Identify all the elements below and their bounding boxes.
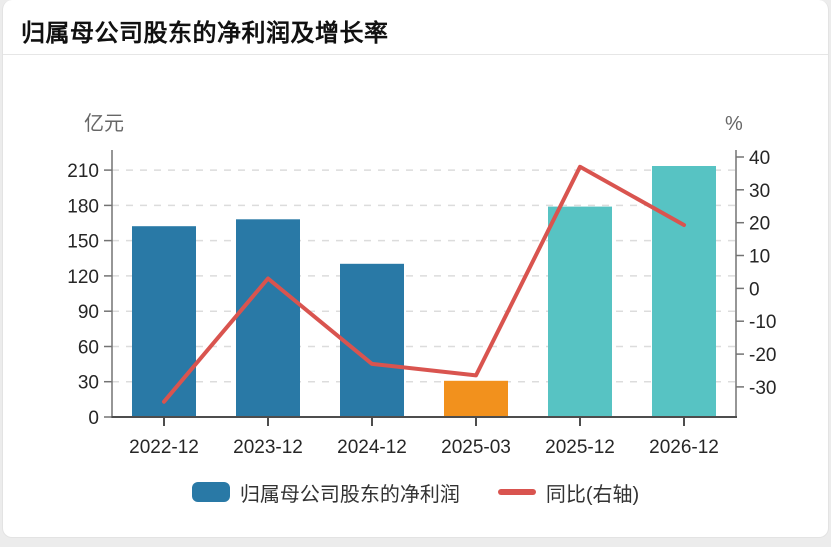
chart-title: 归属母公司股东的净利润及增长率 [21,19,389,47]
y-right-tick-label: -30 [749,378,776,399]
y-left-tick-label: 60 [78,338,99,359]
yoy-growth-legend-label: 同比(右轴) [545,483,640,506]
y-right-tick-label: -10 [749,312,776,333]
legend-item-net-profit[interactable]: 归属母公司股东的净利润 [191,478,460,507]
x-axis-label: 2022-12 [129,437,199,458]
net-profit-legend-label: 归属母公司股东的净利润 [239,483,460,506]
bar-2025-03 [444,380,508,417]
x-axis-label: 2023-12 [233,437,303,458]
yoy-growth-line [162,164,686,404]
y-left-tick-label: 0 [88,408,99,429]
y-right-tick-label: 30 [749,181,770,202]
y-left-tick-label: 120 [67,267,99,288]
y-left-tick-label: 150 [67,232,99,253]
legend-item-yoy-growth[interactable]: 同比(右轴) [497,478,640,507]
bar-2024-12 [340,263,404,417]
net-profit-legend-swatch [191,482,230,502]
bar-2022-12 [132,226,196,417]
bar-2023-12 [236,219,300,417]
y-right-tick-label: 40 [749,148,770,169]
y-right-tick-label: 10 [749,247,770,268]
right-axis-unit-label: % [725,113,743,135]
yoy-growth-legend-swatch [497,489,536,495]
y-left-tick-label: 180 [67,196,99,217]
x-axis-label: 2026-12 [649,437,719,458]
y-left-tick-label: 90 [78,302,99,323]
x-axis-label: 2025-03 [441,437,511,458]
left-axis-unit-label: 亿元 [84,113,124,135]
y-right-tick-label: 0 [749,279,760,300]
y-left-tick-label: 210 [67,161,99,182]
y-right-tick-label: -20 [749,345,776,366]
card-header: 归属母公司股东的净利润及增长率 [3,0,828,55]
bar-2025-12 [548,206,612,417]
x-axis-label: 2025-12 [545,437,615,458]
y-right-tick-label: 20 [749,214,770,235]
x-axis-label: 2024-12 [337,437,407,458]
bar-2026-12 [652,166,716,417]
chart-legend: 归属母公司股东的净利润 同比(右轴) [0,476,831,508]
y-left-tick-label: 30 [78,373,99,394]
